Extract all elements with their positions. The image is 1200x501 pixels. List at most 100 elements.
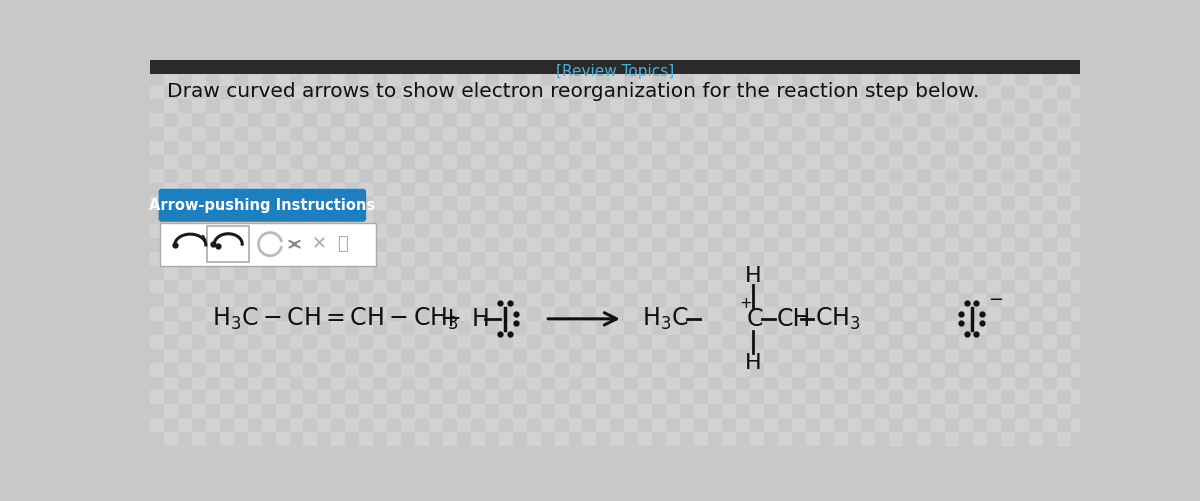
Bar (289, 280, 304, 294)
Bar (611, 349, 624, 363)
Bar (792, 224, 805, 238)
Bar (792, 377, 805, 390)
Bar (624, 390, 638, 404)
Bar (457, 58, 470, 72)
Bar (638, 418, 653, 432)
Bar (973, 280, 988, 294)
Bar (346, 363, 359, 377)
Bar (457, 196, 470, 210)
Bar (234, 86, 247, 99)
Bar (624, 335, 638, 349)
Bar (666, 210, 680, 224)
Bar (834, 141, 847, 155)
Bar (862, 44, 876, 58)
Bar (778, 127, 792, 141)
Bar (164, 252, 178, 266)
Bar (499, 210, 512, 224)
Bar (1001, 432, 1015, 446)
Bar (931, 169, 946, 182)
Bar (527, 224, 541, 238)
Bar (805, 252, 820, 266)
Bar (164, 266, 178, 280)
Bar (986, 280, 1001, 294)
Bar (430, 99, 443, 113)
Bar (973, 196, 988, 210)
Bar (708, 86, 722, 99)
Bar (164, 169, 178, 182)
Bar (973, 141, 988, 155)
Text: ✕: ✕ (311, 235, 326, 253)
Bar (1085, 252, 1099, 266)
Bar (820, 252, 834, 266)
Text: C: C (746, 307, 763, 331)
Bar (805, 335, 820, 349)
Bar (862, 72, 876, 86)
Bar (904, 44, 917, 58)
Bar (554, 86, 569, 99)
Bar (876, 349, 889, 363)
Bar (276, 182, 289, 196)
Bar (778, 404, 792, 418)
Bar (750, 113, 764, 127)
Bar (1085, 280, 1099, 294)
Bar (1001, 224, 1015, 238)
Bar (178, 307, 192, 321)
Bar (499, 307, 512, 321)
Bar (430, 404, 443, 418)
Bar (401, 238, 415, 252)
Bar (512, 169, 527, 182)
Bar (388, 390, 401, 404)
Bar (262, 210, 276, 224)
Bar (430, 390, 443, 404)
Bar (388, 294, 401, 307)
Bar (764, 113, 778, 127)
Bar (470, 280, 485, 294)
Bar (750, 349, 764, 363)
Bar (959, 44, 973, 58)
Bar (276, 280, 289, 294)
Bar (206, 182, 220, 196)
Bar (680, 113, 694, 127)
Bar (582, 252, 596, 266)
Bar (959, 127, 973, 141)
Bar (470, 252, 485, 266)
Bar (485, 252, 499, 266)
Bar (1028, 141, 1043, 155)
Bar (262, 196, 276, 210)
Bar (986, 99, 1001, 113)
Bar (1001, 349, 1015, 363)
Bar (470, 127, 485, 141)
Bar (666, 155, 680, 169)
Bar (946, 44, 959, 58)
Bar (1070, 224, 1085, 238)
Bar (443, 404, 457, 418)
Bar (876, 418, 889, 432)
Bar (388, 44, 401, 58)
Bar (289, 321, 304, 335)
Bar (317, 266, 331, 280)
Bar (1043, 169, 1057, 182)
Bar (262, 349, 276, 363)
Bar (1001, 335, 1015, 349)
Bar (653, 390, 666, 404)
Bar (931, 390, 946, 404)
Bar (554, 266, 569, 280)
Bar (1028, 44, 1043, 58)
Bar (346, 99, 359, 113)
Bar (596, 210, 611, 224)
Bar (430, 349, 443, 363)
Bar (889, 210, 904, 224)
Bar (1043, 99, 1057, 113)
Bar (206, 321, 220, 335)
Bar (220, 404, 234, 418)
Bar (317, 86, 331, 99)
Bar (862, 390, 876, 404)
Bar (192, 113, 206, 127)
Bar (206, 86, 220, 99)
Bar (164, 432, 178, 446)
Bar (388, 196, 401, 210)
Bar (359, 196, 373, 210)
Bar (178, 418, 192, 432)
Bar (834, 210, 847, 224)
Bar (1015, 390, 1028, 404)
